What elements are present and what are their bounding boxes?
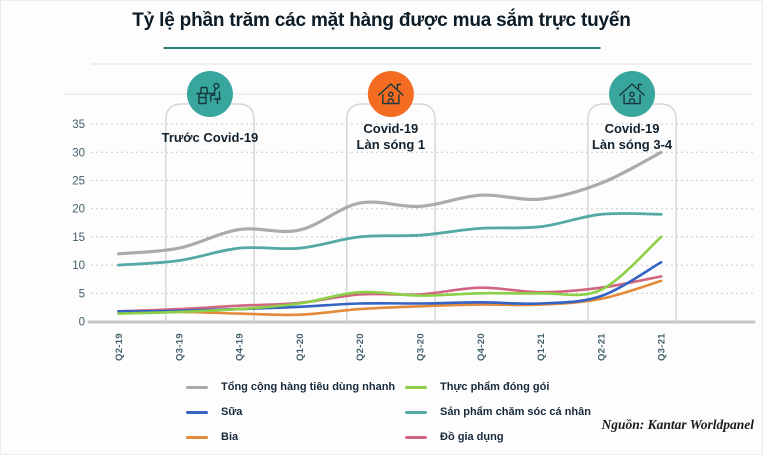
y-axis-tick: 30 — [72, 147, 85, 159]
y-axis-tick: 15 — [72, 232, 85, 244]
x-axis-tick: Q4-20 — [476, 333, 487, 361]
x-axis-tick: Q1-20 — [295, 333, 306, 361]
page-title: Tỷ lệ phần trăm các mặt hàng được mua sắ… — [132, 10, 631, 31]
x-axis-tick: Q2-21 — [596, 333, 607, 361]
x-axis-tick: Q3-21 — [657, 333, 668, 361]
legend-swatch-packaged-food — [405, 385, 427, 389]
stay-home-icon — [609, 71, 656, 117]
legend-swatch-total-fmcg — [186, 385, 208, 389]
y-axis-tick: 20 — [72, 204, 85, 216]
legend-item-packaged-food: Thực phẩm đóng gói — [405, 380, 591, 394]
y-axis-tick: 35 — [72, 119, 85, 131]
legend-column-right: Thực phẩm đóng gói Sản phẩm chăm sóc cá … — [405, 380, 591, 454]
office-worker-icon — [186, 71, 233, 117]
y-axis-tick: 0 — [79, 317, 85, 329]
legend-label: Sữa — [221, 406, 243, 418]
series-line-0 — [116, 150, 663, 256]
legend-label: Đồ gia dụng — [440, 431, 504, 443]
period-label-wave-1: Covid-19 Làn sóng 1 — [356, 121, 426, 152]
y-axis-tick: 10 — [72, 260, 85, 272]
period-label-wave-3-4: Covid-19 Làn sóng 3-4 — [591, 121, 673, 152]
series-line-1 — [117, 261, 663, 313]
series-line-3 — [117, 235, 663, 315]
legend-item-total-fmcg: Tổng cộng hàng tiêu dùng nhanh — [186, 380, 395, 394]
stay-home-icon — [367, 71, 414, 117]
legend-swatch-beer — [186, 435, 208, 439]
x-axis-tick: Q3-19 — [174, 333, 185, 361]
legend-item-beer: Bia — [186, 430, 395, 444]
legend-item-home-care: Đồ gia dụng — [405, 430, 591, 444]
legend-swatch-home-care — [405, 435, 427, 439]
source-credit: Nguồn: Kantar Worldpanel — [601, 417, 754, 432]
x-axis-tick: Q2-20 — [355, 333, 366, 361]
legend-label: Thực phẩm đóng gói — [440, 381, 550, 393]
legend-swatch-personal-care — [405, 410, 427, 414]
legend-label: Tổng cộng hàng tiêu dùng nhanh — [221, 381, 396, 393]
legend-swatch-milk — [186, 410, 208, 414]
x-axis-tick: Q3-20 — [416, 333, 427, 361]
x-axis-tick: Q1-21 — [536, 333, 547, 361]
series-line-4 — [117, 212, 663, 267]
period-label-pre-covid: Trước Covid-19 — [161, 130, 259, 145]
y-axis-tick: 5 — [79, 288, 85, 300]
x-axis-tick: Q2-19 — [114, 333, 125, 361]
x-axis-tick: Q4-19 — [235, 333, 246, 361]
legend-label: Sản phẩm chăm sóc cá nhân — [440, 406, 591, 418]
legend-item-milk: Sữa — [186, 405, 395, 419]
legend-column-left: Tổng cộng hàng tiêu dùng nhanh Sữa Bia — [186, 380, 395, 454]
legend: Tổng cộng hàng tiêu dùng nhanh Sữa Bia T… — [1, 380, 762, 452]
legend-item-personal-care: Sản phẩm chăm sóc cá nhân — [405, 405, 591, 419]
legend-label: Bia — [221, 431, 239, 443]
title-underline — [163, 47, 600, 49]
y-axis-tick: 25 — [72, 176, 85, 188]
